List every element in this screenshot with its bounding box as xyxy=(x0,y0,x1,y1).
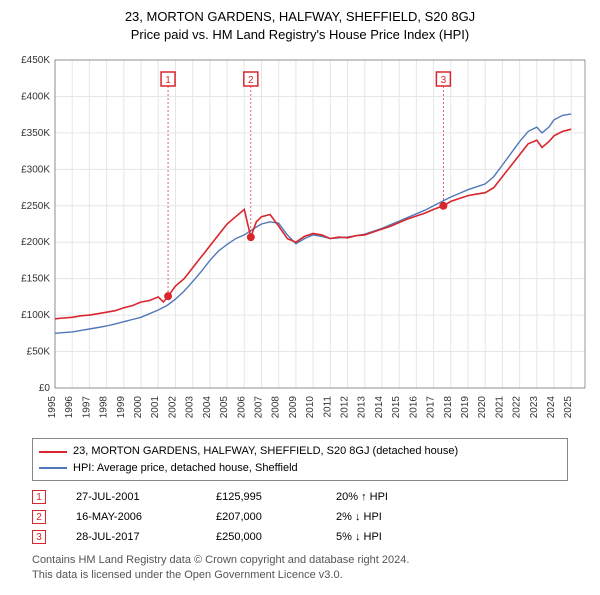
svg-text:2007: 2007 xyxy=(253,396,264,419)
legend-label: HPI: Average price, detached house, Shef… xyxy=(73,460,298,477)
price-chart: £0 £50K £100K £150K £200K £250K £300K £350K £400… xyxy=(10,50,590,430)
svg-text:£350K: £350K xyxy=(21,128,50,139)
svg-text:2024: 2024 xyxy=(546,396,557,419)
event-row-1: 1 27-JUL-2001£125,99520% ↑ HPI xyxy=(32,487,568,507)
svg-text:1996: 1996 xyxy=(64,396,75,419)
svg-text:£0: £0 xyxy=(39,383,51,394)
svg-text:1997: 1997 xyxy=(81,396,92,419)
event-marker: 1 xyxy=(32,490,46,504)
svg-text:£100K: £100K xyxy=(21,310,50,321)
sale-point-1 xyxy=(164,293,172,301)
event-date: 28-JUL-2017 xyxy=(76,531,216,543)
legend: 23, MORTON GARDENS, HALFWAY, SHEFFIELD, … xyxy=(32,438,568,481)
svg-text:2009: 2009 xyxy=(288,396,299,419)
event-price: £250,000 xyxy=(216,531,336,543)
legend-item-0: 23, MORTON GARDENS, HALFWAY, SHEFFIELD, … xyxy=(39,443,561,460)
svg-text:2020: 2020 xyxy=(477,396,488,419)
svg-text:2003: 2003 xyxy=(185,396,196,419)
svg-text:2014: 2014 xyxy=(374,396,385,419)
chart-title-line1: 23, MORTON GARDENS, HALFWAY, SHEFFIELD, … xyxy=(10,8,590,26)
event-price: £207,000 xyxy=(216,511,336,523)
svg-text:2023: 2023 xyxy=(529,396,540,419)
svg-text:2022: 2022 xyxy=(512,396,523,419)
svg-text:2008: 2008 xyxy=(271,396,282,419)
event-hpi: 5% ↓ HPI xyxy=(336,531,456,543)
event-date: 16-MAY-2006 xyxy=(76,511,216,523)
svg-text:2025: 2025 xyxy=(563,396,574,419)
sale-events-table: 1 27-JUL-2001£125,99520% ↑ HPI 2 16-MAY-200… xyxy=(32,487,568,547)
event-hpi: 20% ↑ HPI xyxy=(336,491,456,503)
event-price: £125,995 xyxy=(216,491,336,503)
legend-label: 23, MORTON GARDENS, HALFWAY, SHEFFIELD, … xyxy=(73,443,458,460)
svg-text:2021: 2021 xyxy=(494,396,505,419)
svg-text:£50K: £50K xyxy=(27,347,51,358)
svg-text:2018: 2018 xyxy=(443,396,454,419)
svg-text:£150K: £150K xyxy=(21,274,50,285)
svg-text:2006: 2006 xyxy=(236,396,247,419)
svg-text:2017: 2017 xyxy=(426,396,437,419)
svg-text:2002: 2002 xyxy=(167,396,178,419)
legend-item-1: HPI: Average price, detached house, Shef… xyxy=(39,460,561,477)
svg-text:2012: 2012 xyxy=(340,396,351,419)
svg-text:£450K: £450K xyxy=(21,55,50,66)
attribution-line1: Contains HM Land Registry data © Crown c… xyxy=(32,553,568,568)
svg-text:2011: 2011 xyxy=(322,396,333,418)
chart-title-line2: Price paid vs. HM Land Registry's House … xyxy=(10,26,590,44)
legend-swatch xyxy=(39,451,67,453)
event-marker: 3 xyxy=(32,530,46,544)
svg-text:1995: 1995 xyxy=(47,396,58,419)
svg-text:2000: 2000 xyxy=(133,396,144,419)
sale-marker-num-1: 1 xyxy=(165,75,171,86)
svg-text:£200K: £200K xyxy=(21,238,50,249)
event-marker: 2 xyxy=(32,510,46,524)
event-row-2: 2 16-MAY-2006£207,0002% ↓ HPI xyxy=(32,507,568,527)
svg-text:2010: 2010 xyxy=(305,396,316,419)
event-date: 27-JUL-2001 xyxy=(76,491,216,503)
svg-text:2004: 2004 xyxy=(202,396,213,419)
sale-point-3 xyxy=(439,202,447,210)
svg-text:2005: 2005 xyxy=(219,396,230,419)
legend-swatch xyxy=(39,467,67,469)
svg-text:£250K: £250K xyxy=(21,201,50,212)
sale-marker-num-2: 2 xyxy=(248,75,254,86)
svg-text:2015: 2015 xyxy=(391,396,402,419)
svg-text:1998: 1998 xyxy=(99,396,110,419)
svg-text:2016: 2016 xyxy=(408,396,419,419)
svg-text:2001: 2001 xyxy=(150,396,161,419)
svg-text:£400K: £400K xyxy=(21,92,50,103)
attribution-line2: This data is licensed under the Open Gov… xyxy=(32,568,568,583)
svg-text:2013: 2013 xyxy=(357,396,368,419)
sale-point-2 xyxy=(247,233,255,241)
sale-marker-num-3: 3 xyxy=(441,75,447,86)
event-row-3: 3 28-JUL-2017£250,0005% ↓ HPI xyxy=(32,527,568,547)
svg-text:£300K: £300K xyxy=(21,165,50,176)
svg-text:1999: 1999 xyxy=(116,396,127,419)
event-hpi: 2% ↓ HPI xyxy=(336,511,456,523)
svg-text:2019: 2019 xyxy=(460,396,471,419)
